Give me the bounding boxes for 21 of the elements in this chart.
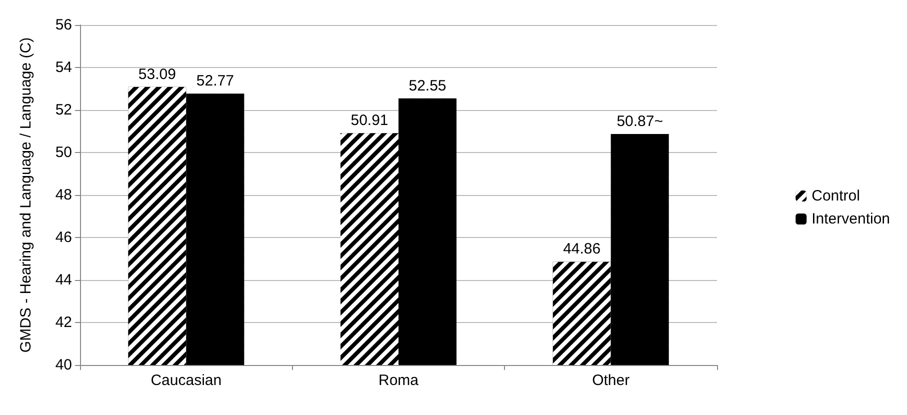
data-label: 50.87~ [616,113,664,130]
y-tick-label: 56 [55,16,72,34]
y-axis-title: GMDS - Hearing and Language / Language (C) [18,37,34,353]
y-tick-label: 46 [55,229,72,246]
data-label: 52.77 [196,72,234,90]
x-tick-label: Roma [378,372,420,389]
y-tick-label: 48 [55,186,72,204]
data-label: 52.55 [408,77,446,94]
y-tick-label: 50 [55,144,72,161]
legend-label: Control [812,188,860,204]
x-tick-label: Other [592,372,630,389]
y-tick-label: 44 [55,272,72,288]
data-label: 44.86 [563,240,601,258]
data-label: 50.91 [350,112,388,130]
y-tick-label: 42 [55,314,72,331]
y-tick-label: 40 [55,356,72,374]
y-tick-label: 52 [55,102,72,118]
data-label: 53.09 [138,66,176,83]
legend-label: Intervention [812,210,890,228]
x-tick-label: Caucasian [150,372,222,389]
y-tick-label: 54 [55,59,72,76]
